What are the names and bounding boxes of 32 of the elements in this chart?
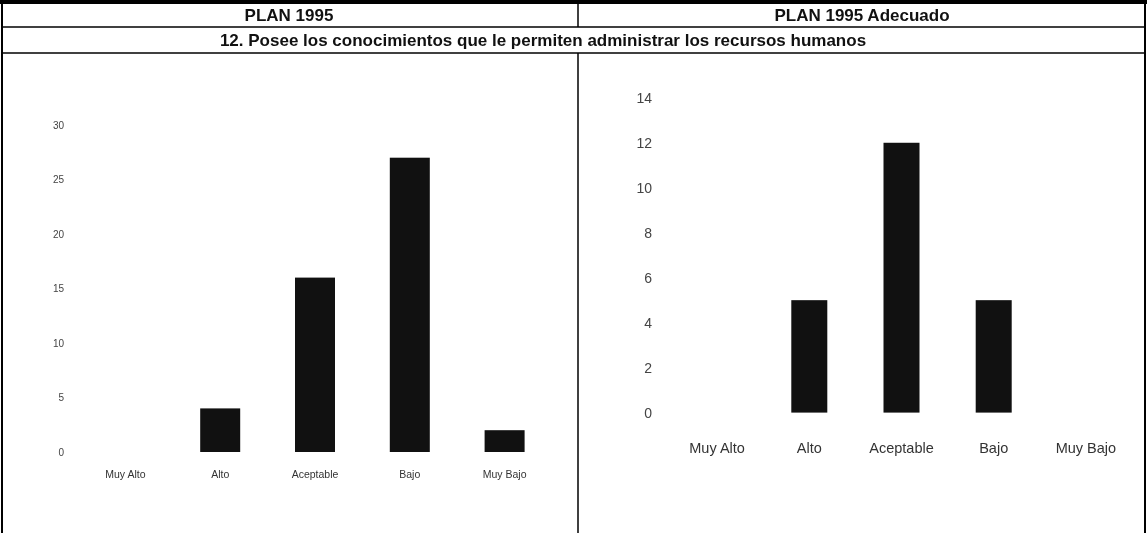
y-tick-label: 30 [52, 119, 65, 131]
bar [295, 277, 335, 452]
y-tick-label: 20 [52, 228, 65, 240]
bar [389, 157, 430, 452]
x-tick-label: Muy Alto [105, 468, 146, 480]
bar [484, 430, 525, 452]
x-tick-label: Muy Bajo [482, 468, 527, 480]
chart-subtitle: 12. Posee los conocimientos que le permiten administrar los recursos humanos [219, 31, 867, 50]
x-tick-label: Aceptable [291, 468, 339, 480]
chart-title: PLAN 1995 [244, 6, 334, 25]
y-tick-label: 0 [58, 446, 65, 458]
y-tick-label: 12 [636, 134, 653, 151]
x-tick-label: Bajo [399, 468, 421, 480]
chart-title: PLAN 1995 Adecuado [774, 6, 950, 25]
y-tick-label: 5 [58, 392, 65, 403]
y-tick-label: 8 [644, 224, 653, 241]
y-tick-label: 2 [644, 359, 653, 376]
y-tick-label: 0 [644, 404, 653, 421]
x-tick-label: Alto [796, 440, 822, 456]
x-tick-label: Muy Alto [689, 440, 745, 456]
y-tick-label: 10 [636, 179, 653, 196]
y-tick-label: 15 [52, 283, 65, 294]
bar [200, 408, 241, 452]
x-tick-label: Alto [211, 468, 230, 480]
y-tick-label: 6 [644, 269, 653, 286]
x-tick-label: Muy Bajo [1055, 440, 1117, 456]
y-tick-label: 14 [636, 89, 653, 106]
x-tick-label: Bajo [979, 440, 1009, 456]
y-tick-label: 25 [52, 174, 65, 185]
x-tick-label: Aceptable [869, 440, 934, 456]
y-tick-label: 10 [52, 337, 65, 349]
y-tick-label: 4 [644, 314, 653, 331]
